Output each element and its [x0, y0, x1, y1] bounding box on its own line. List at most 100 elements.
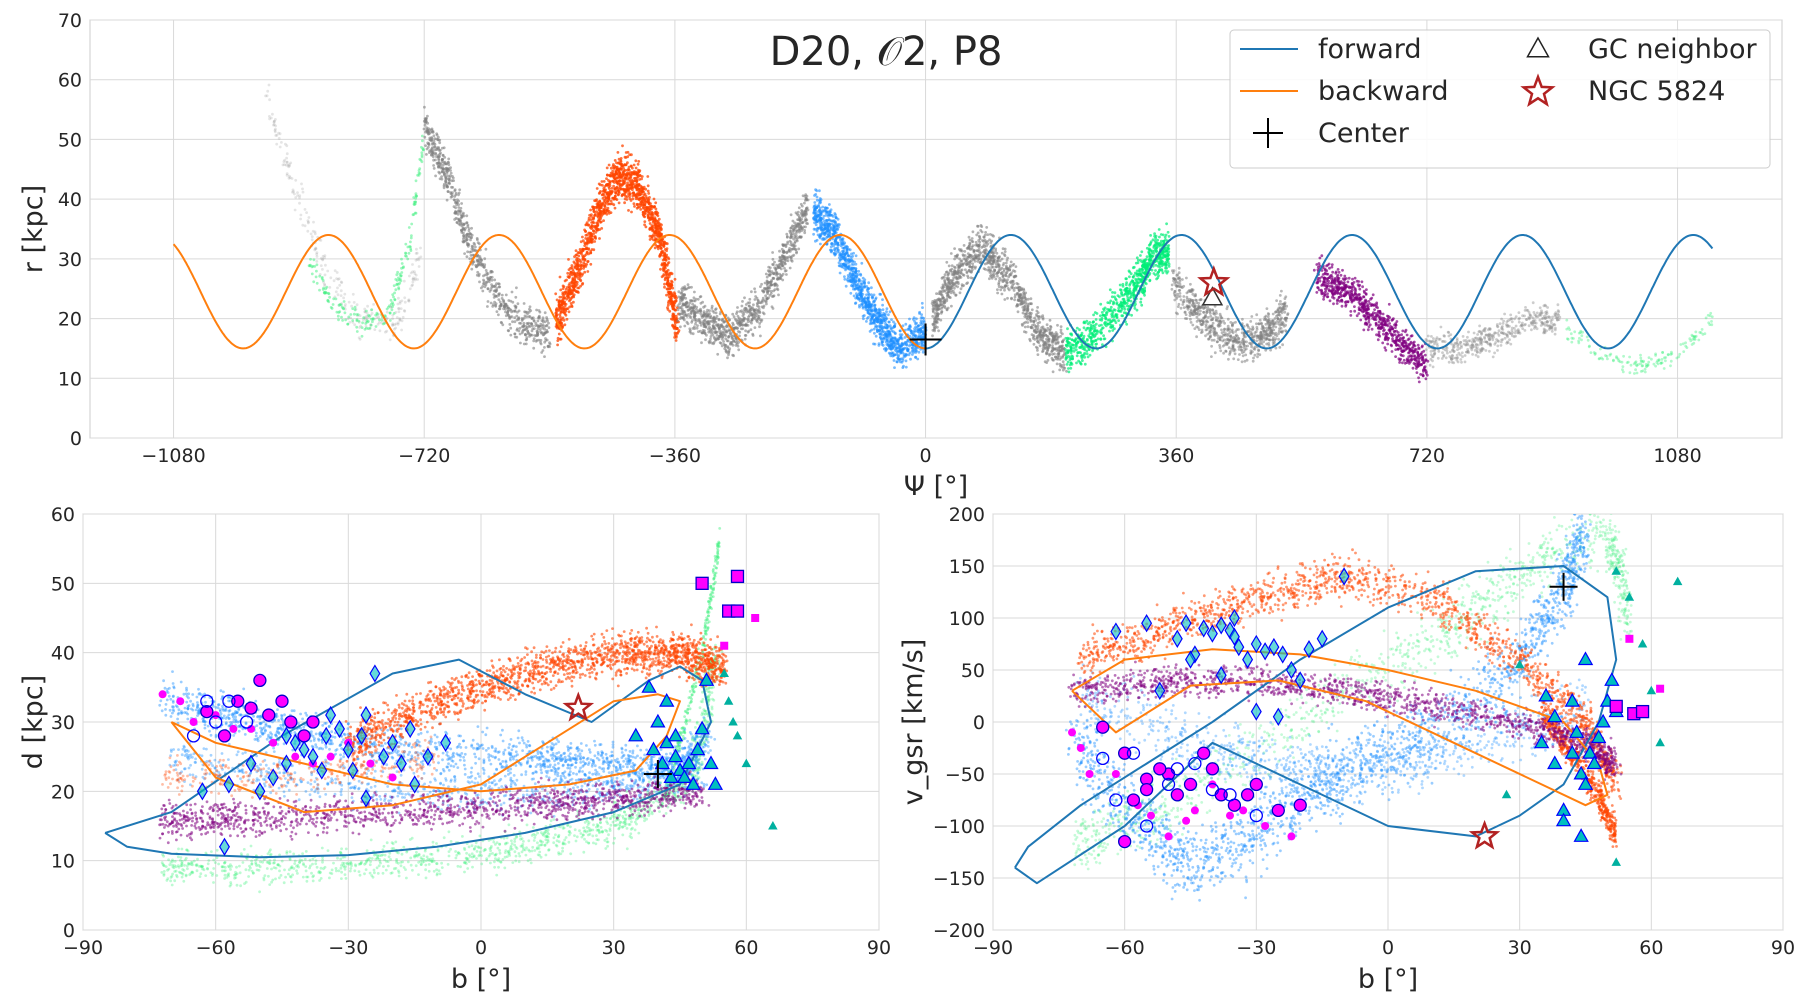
stream-particle	[407, 226, 411, 229]
stream-particle	[438, 177, 442, 181]
stream-particle	[701, 300, 704, 304]
stream-particle	[693, 315, 696, 319]
stream-particle	[388, 338, 392, 342]
stream-particle	[894, 348, 897, 352]
stream-particle	[284, 142, 287, 146]
top-panel-r-vs-psi: −1080 −720 −360 0 360 720 1080010203040506070 …	[18, 10, 1783, 502]
stream-particle	[922, 320, 926, 324]
stream-particle	[462, 211, 465, 215]
stream-particle	[861, 276, 865, 280]
stream-particle	[867, 304, 871, 308]
stream-particle	[452, 205, 456, 209]
stream-particle	[495, 310, 499, 313]
stream-particle	[607, 211, 611, 215]
stream-particle	[665, 287, 669, 291]
stream-particle	[294, 178, 298, 182]
stream-particle	[459, 206, 463, 210]
stream-particle	[885, 307, 889, 311]
stream-particle	[874, 309, 877, 313]
stream-particle	[409, 240, 412, 244]
stream-particle	[748, 307, 752, 311]
stream-particle	[346, 322, 350, 326]
stream-particle	[676, 319, 680, 323]
stream-particle	[706, 314, 710, 318]
stream-particle	[635, 202, 639, 206]
stream-particle	[525, 336, 529, 339]
stream-particle	[393, 298, 397, 301]
stream-particle	[321, 288, 325, 291]
stream-particle	[696, 324, 699, 327]
stream-particle	[301, 190, 305, 194]
stream-particle	[497, 307, 501, 311]
stream-particle	[546, 330, 549, 334]
stream-particle	[490, 278, 494, 282]
stream-particle	[756, 318, 759, 321]
stream-particle	[462, 240, 466, 243]
stream-particle	[571, 278, 575, 282]
stream-particle	[732, 315, 736, 319]
stream-particle	[432, 164, 435, 167]
stream-particle	[408, 245, 412, 248]
stream-particle	[555, 326, 559, 330]
stream-particle	[866, 308, 870, 312]
stream-particle	[392, 295, 395, 299]
stream-particle	[315, 252, 319, 256]
stream-particle	[985, 261, 989, 265]
stream-particle	[528, 305, 532, 309]
stream-particle	[504, 307, 507, 311]
stream-particle	[672, 314, 676, 318]
stream-particle	[639, 208, 643, 211]
stream-particle	[357, 336, 361, 340]
stream-particle	[744, 322, 748, 326]
stream-particle	[709, 316, 713, 320]
stream-particle	[482, 282, 485, 286]
stream-particle	[716, 323, 720, 326]
stream-particle	[515, 314, 519, 318]
stream-particle	[492, 284, 496, 288]
stream-particle	[582, 264, 586, 268]
stream-particle	[285, 156, 288, 160]
stream-particle	[532, 319, 536, 323]
stream-particle	[323, 284, 327, 287]
stream-particle	[674, 336, 678, 339]
stream-particle	[918, 335, 921, 339]
stream-particle	[674, 295, 678, 298]
stream-particle	[414, 194, 418, 198]
stream-particle	[835, 216, 838, 220]
stream-particle	[617, 191, 621, 195]
stream-particle	[319, 264, 323, 267]
stream-particle	[424, 120, 428, 124]
stream-particle	[699, 295, 703, 298]
stream-particle	[915, 340, 919, 344]
stream-particle	[783, 267, 786, 270]
stream-particle	[629, 199, 633, 202]
stream-particle	[721, 337, 724, 341]
stream-particle	[541, 316, 545, 320]
stream-particle	[703, 329, 706, 332]
stream-particle	[536, 330, 539, 333]
stream-particle	[663, 263, 667, 267]
stream-particle	[900, 348, 904, 352]
stream-particle	[407, 299, 410, 303]
stream-particle	[585, 247, 589, 251]
stream-particle	[681, 286, 685, 290]
stream-particle	[771, 295, 775, 298]
stream-particle	[520, 325, 524, 328]
stream-particle	[342, 300, 346, 303]
stream-particle	[814, 239, 817, 243]
stream-particle	[674, 339, 678, 342]
stream-particle	[727, 349, 731, 352]
stream-particle	[570, 264, 574, 267]
stream-particle	[1046, 359, 1050, 362]
stream-particle	[510, 310, 513, 314]
stream-particle	[472, 241, 476, 245]
stream-particle	[403, 296, 407, 300]
stream-particle	[570, 292, 573, 296]
stream-particle	[726, 346, 730, 349]
stream-particle	[736, 344, 740, 348]
stream-particle	[273, 119, 276, 123]
stream-particle	[543, 320, 547, 324]
stream-particle	[850, 252, 853, 256]
stream-particle	[415, 258, 419, 261]
stream-particle	[722, 330, 726, 334]
